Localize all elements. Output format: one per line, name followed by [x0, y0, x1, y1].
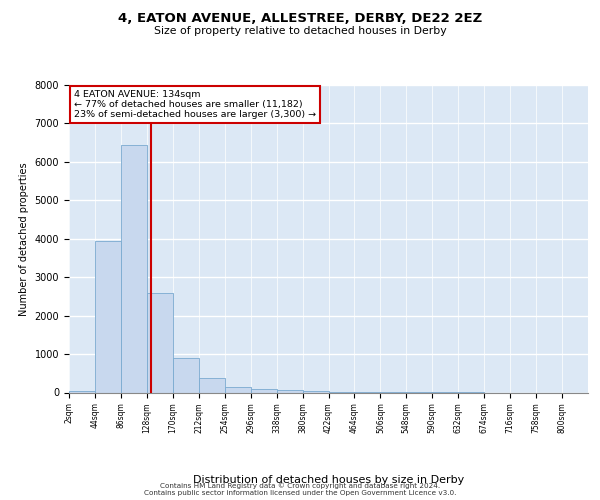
Bar [277, 390, 302, 392]
Text: 4, EATON AVENUE, ALLESTREE, DERBY, DE22 2EZ: 4, EATON AVENUE, ALLESTREE, DERBY, DE22 … [118, 12, 482, 26]
Bar [224, 386, 251, 392]
Text: 4 EATON AVENUE: 134sqm
← 77% of detached houses are smaller (11,182)
23% of semi: 4 EATON AVENUE: 134sqm ← 77% of detached… [74, 90, 316, 120]
Bar [199, 378, 224, 392]
Bar [173, 358, 199, 392]
Bar [147, 292, 173, 392]
X-axis label: Distribution of detached houses by size in Derby: Distribution of detached houses by size … [193, 475, 464, 485]
Text: Size of property relative to detached houses in Derby: Size of property relative to detached ho… [154, 26, 446, 36]
Bar [95, 240, 121, 392]
Text: Contains HM Land Registry data © Crown copyright and database right 2024.
Contai: Contains HM Land Registry data © Crown c… [144, 482, 456, 496]
Bar [251, 389, 277, 392]
Bar [121, 144, 147, 392]
Y-axis label: Number of detached properties: Number of detached properties [19, 162, 29, 316]
